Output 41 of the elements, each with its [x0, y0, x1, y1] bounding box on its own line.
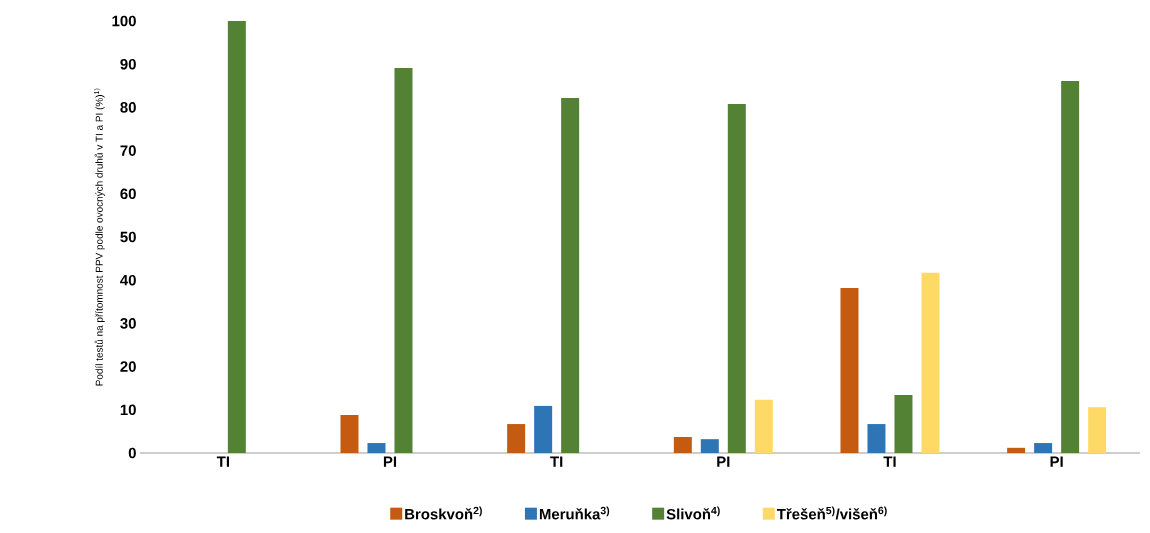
bar: [840, 287, 859, 453]
x-tick-label: PI: [1050, 456, 1063, 467]
bar: [534, 405, 553, 453]
bar: [507, 424, 526, 453]
x-tick-label: PI: [383, 456, 397, 467]
y-tick-label: 70: [120, 145, 136, 156]
y-tick-label: 50: [120, 231, 136, 243]
bar: [727, 103, 746, 453]
bar: [561, 97, 580, 453]
x-tick-label: TI: [550, 456, 563, 467]
bar: [867, 424, 886, 453]
legend-label: Slivoň$^{4)}$: [666, 506, 720, 520]
y-axis-title: Podíl testů na přítomnost PPV podle ovocných druhů v TI a PI (%)$^{1)}$: [93, 88, 105, 386]
y-tick-label: 60: [120, 188, 136, 200]
bar: [894, 395, 913, 453]
y-tick-label: 40: [120, 274, 136, 286]
bar: [673, 437, 692, 453]
bar: [1088, 407, 1107, 453]
bar: [921, 272, 940, 453]
bar: [367, 443, 386, 453]
bar: [227, 21, 246, 453]
bar: [340, 414, 359, 453]
bar: [394, 68, 413, 453]
y-tick-label: 90: [120, 58, 136, 70]
y-tick-label: 20: [120, 361, 136, 372]
bar: [1007, 447, 1026, 453]
bar: [1061, 81, 1080, 453]
legend-label: Broskvoň$^{2)}$: [405, 506, 482, 520]
legend-label: Meruňka$^{3)}$: [539, 506, 610, 520]
x-tick-label: PI: [717, 456, 730, 467]
y-tick-label: 100: [112, 15, 136, 27]
x-tick-label: TI: [216, 456, 229, 467]
bar: [754, 399, 773, 453]
bar: [1034, 443, 1053, 453]
x-tick-label: TI: [883, 456, 896, 467]
y-tick-label: 0: [128, 447, 136, 459]
bar: [700, 439, 719, 453]
y-tick-label: 30: [120, 318, 136, 329]
y-tick-label: 10: [120, 404, 136, 416]
y-tick-label: 80: [120, 102, 136, 113]
legend-label: Třešeň$^{5)}$/višeň$^{6)}$: [776, 506, 887, 520]
